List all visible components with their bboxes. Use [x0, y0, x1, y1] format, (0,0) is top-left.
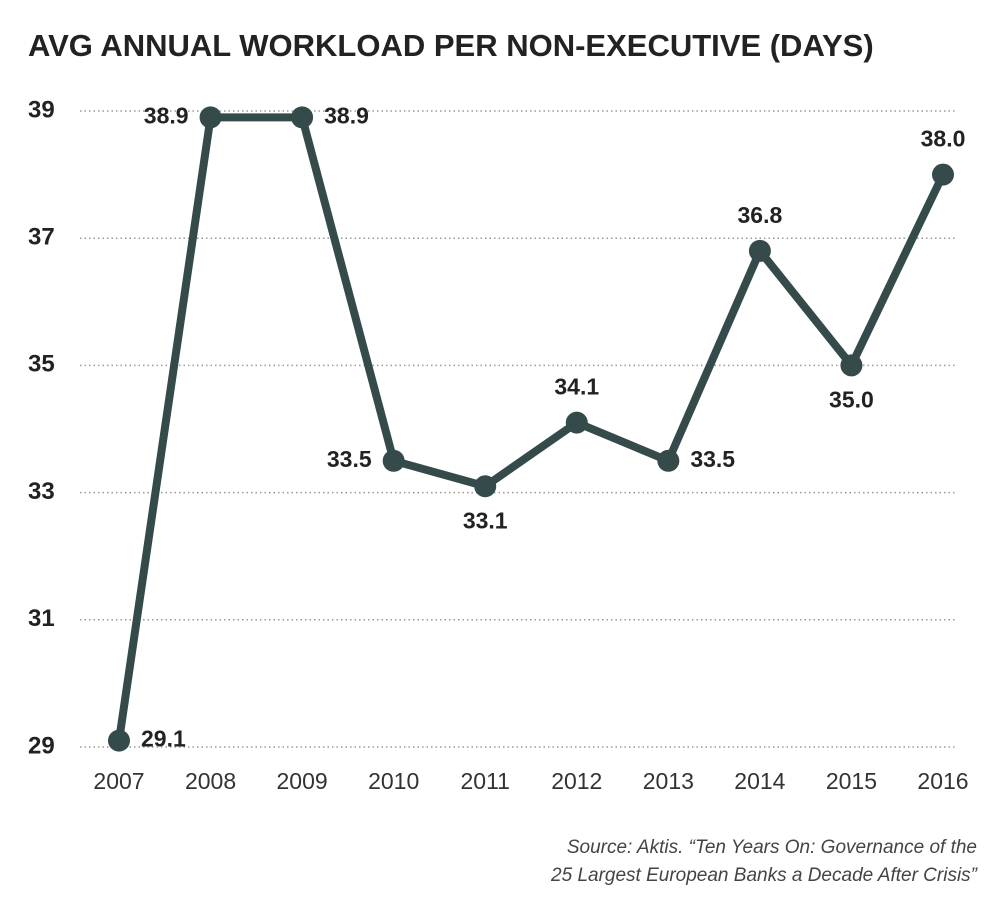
y-tick-label: 33: [28, 478, 55, 505]
x-tick-label: 2013: [643, 768, 694, 794]
x-tick-label: 2010: [368, 768, 419, 794]
data-label: 35.0: [829, 386, 874, 412]
data-label: 38.9: [324, 102, 369, 128]
data-point: [657, 449, 680, 472]
data-point: [565, 411, 588, 434]
data-label: 36.8: [738, 202, 783, 228]
data-point: [840, 354, 863, 377]
x-tick-label: 2016: [917, 768, 968, 794]
data-point: [291, 106, 314, 129]
y-tick-label: 35: [28, 351, 55, 378]
x-tick-label: 2012: [551, 768, 602, 794]
source-line: 25 Largest European Banks a Decade After…: [550, 865, 979, 886]
data-point: [199, 106, 222, 129]
x-tick-label: 2007: [93, 768, 144, 794]
data-label: 38.0: [921, 126, 966, 152]
source-line: Source: Aktis. “Ten Years On: Governance…: [567, 837, 977, 858]
x-tick-label: 2008: [185, 768, 236, 794]
data-point: [108, 729, 130, 752]
data-point: [748, 239, 771, 262]
data-point: [382, 449, 405, 472]
data-label: 33.1: [463, 507, 508, 533]
x-tick-label: 2014: [734, 768, 785, 794]
data-line: [115, 113, 947, 742]
data-label: 33.5: [327, 446, 372, 472]
y-tick-label: 29: [28, 732, 55, 759]
data-point: [932, 163, 954, 186]
data-label: 33.5: [690, 446, 735, 472]
data-label: 29.1: [141, 726, 186, 752]
y-tick-label: 39: [28, 96, 55, 123]
chart-title: AVG ANNUAL WORKLOAD PER NON-EXECUTIVE (D…: [28, 28, 874, 63]
data-label: 34.1: [554, 374, 599, 400]
x-tick-label: 2011: [460, 768, 509, 794]
data-label: 38.9: [144, 102, 189, 128]
x-tick-label: 2015: [826, 768, 877, 794]
x-tick-label: 2009: [277, 768, 328, 794]
y-tick-label: 37: [28, 224, 55, 251]
data-point: [474, 475, 497, 498]
y-tick-label: 31: [28, 605, 55, 632]
